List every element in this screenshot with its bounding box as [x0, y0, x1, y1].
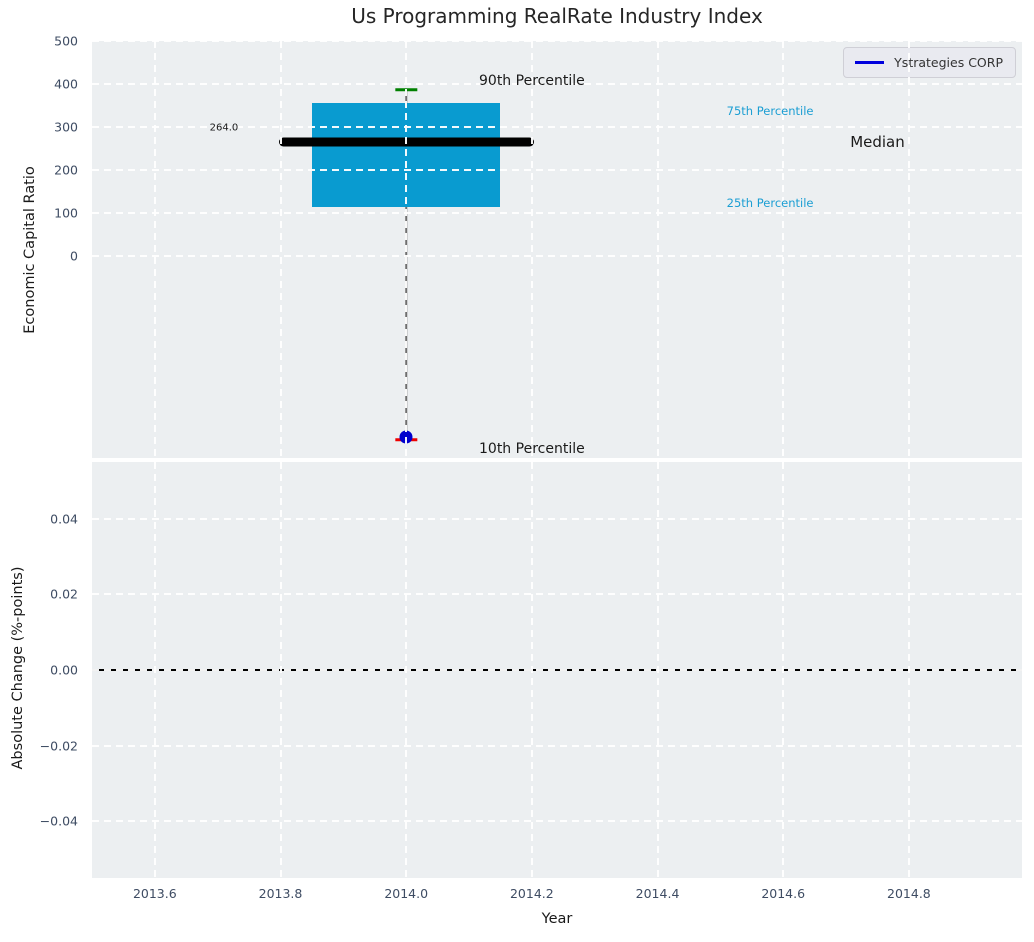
gridline-vertical [782, 41, 785, 458]
gridline-vertical [279, 41, 282, 458]
gridline-vertical [907, 462, 910, 878]
gridline-vertical [907, 41, 910, 458]
legend: Ystrategies CORP [843, 47, 1016, 78]
y-tick-label: 0.04 [50, 511, 78, 527]
annotation-median: Median [850, 133, 905, 152]
y-tick-labels-top: 500 400 300 200 100 0 [0, 34, 86, 458]
y-tick-label: 300 [54, 119, 78, 135]
y-tick-label: 400 [54, 76, 78, 92]
gridline-vertical [656, 41, 659, 458]
x-axis-label: Year [541, 911, 573, 927]
legend-label: Ystrategies CORP [894, 55, 1003, 70]
y-tick-label: 200 [54, 162, 78, 178]
x-tick-label: 2014.6 [761, 886, 806, 901]
top-axes-boxplot: Ystrategies CORP 90th Percentile 75th Per… [92, 40, 1022, 458]
bottom-axes-change [92, 462, 1022, 878]
gridline-horizontal [92, 744, 1022, 747]
x-tick-label: 2014.0 [384, 886, 429, 901]
gridline-vertical [153, 462, 156, 878]
x-tick-label: 2014.8 [887, 886, 931, 901]
gridline-horizontal [92, 254, 1022, 257]
y-tick-label: −0.02 [39, 738, 78, 754]
annotation-10th-percentile: 10th Percentile [479, 440, 585, 457]
x-tick-label: 2013.8 [258, 886, 303, 901]
y-tick-labels-bottom: 0.04 0.02 0.00 −0.02 −0.04 [0, 462, 86, 878]
y-tick-label: 0 [70, 248, 78, 264]
gridline-horizontal [92, 40, 1022, 42]
y-tick-label: 500 [54, 33, 78, 49]
gridline-vertical [782, 462, 785, 878]
gridline-vertical [656, 462, 659, 878]
gridline-horizontal [92, 125, 1022, 128]
gridline-vertical [530, 462, 533, 878]
gridline-vertical [405, 41, 408, 458]
x-tick-labels: 2013.6 2013.8 2014.0 2014.2 2014.4 2014.6 2014… [92, 886, 1022, 906]
gridline-horizontal [92, 820, 1022, 823]
gridline-horizontal [92, 669, 1022, 671]
annotation-25th-percentile: 25th Percentile [726, 195, 814, 210]
gridline-horizontal [92, 517, 1022, 520]
y-tick-label: 0.00 [50, 662, 78, 678]
annotation-90th-percentile: 90th Percentile [479, 72, 585, 89]
gridline-vertical [530, 41, 533, 458]
x-tick-label: 2013.6 [132, 886, 177, 901]
x-tick-label: 2014.4 [635, 886, 680, 901]
legend-line-icon [855, 61, 885, 64]
y-tick-label: 100 [54, 205, 78, 221]
y-tick-label: −0.04 [39, 813, 78, 829]
annotation-75th-percentile: 75th Percentile [726, 104, 814, 119]
chart-title: Us Programming RealRate Industry Index [351, 4, 763, 28]
gridline-vertical [153, 41, 156, 458]
gridline-horizontal [92, 593, 1022, 596]
gridline-horizontal [92, 82, 1022, 85]
y-tick-label: 0.02 [50, 586, 78, 602]
gridline-vertical [279, 462, 282, 878]
x-tick-label: 2014.2 [509, 886, 554, 901]
gridline-vertical [405, 462, 408, 878]
gridline-horizontal [92, 211, 1022, 214]
annotation-264-0: 264.0 [209, 122, 239, 134]
gridline-horizontal [92, 168, 1022, 171]
